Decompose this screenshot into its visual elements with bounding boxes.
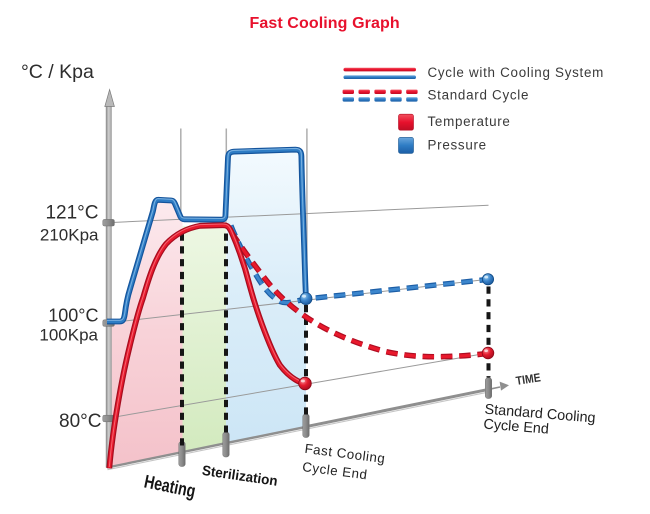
svg-text:Fast Cooling Graph: Fast Cooling Graph xyxy=(249,15,399,32)
svg-text:210Kpa: 210Kpa xyxy=(40,225,99,244)
svg-text:Temperature: Temperature xyxy=(428,114,511,129)
svg-text:80°C: 80°C xyxy=(59,411,101,432)
svg-text:Cycle with Cooling System: Cycle with Cooling System xyxy=(428,65,605,80)
svg-text:Standard Cycle: Standard Cycle xyxy=(428,88,530,103)
svg-text:100Kpa: 100Kpa xyxy=(39,326,98,345)
svg-text:Pressure: Pressure xyxy=(428,138,487,153)
svg-text:121°C: 121°C xyxy=(45,202,98,223)
svg-text:TIME: TIME xyxy=(515,372,542,388)
svg-text:°C / Kpa: °C / Kpa xyxy=(21,61,94,83)
svg-text:100°C: 100°C xyxy=(48,305,98,325)
